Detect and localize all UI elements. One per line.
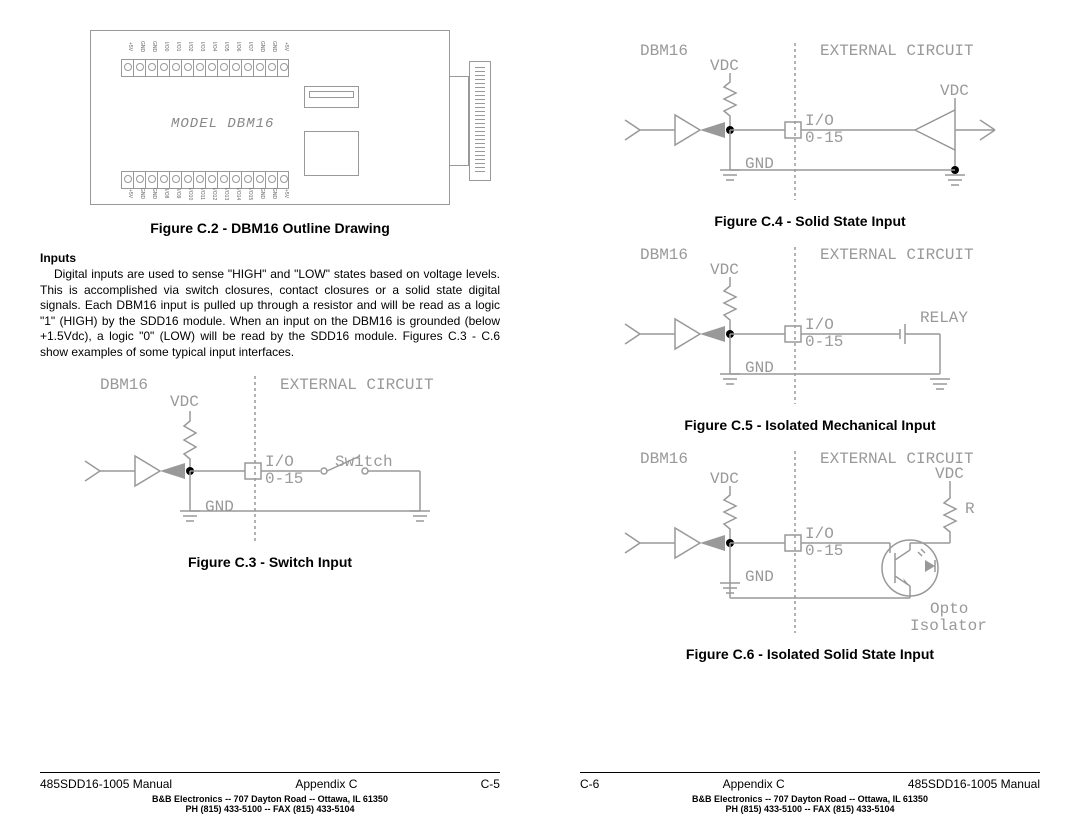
model-label: MODEL DBM16 bbox=[171, 116, 274, 132]
svg-text:VDC: VDC bbox=[170, 393, 199, 411]
svg-text:VDC: VDC bbox=[710, 261, 739, 279]
footer-pagenum: C-6 bbox=[580, 777, 599, 791]
figure-c5-schematic: DBM16 EXTERNAL CIRCUIT VDC I/O 0-15 GND … bbox=[600, 244, 1020, 409]
figure-c2-caption: Figure C.2 - DBM16 Outline Drawing bbox=[40, 220, 500, 236]
footer-phone: PH (815) 433-5100 -- FAX (815) 433-5104 bbox=[580, 804, 1040, 814]
db-connector bbox=[449, 61, 494, 181]
svg-text:Opto: Opto bbox=[930, 600, 968, 618]
svg-text:0-15: 0-15 bbox=[805, 129, 843, 147]
footer-right: C-6 Appendix C 485SDD16-1005 Manual B&B … bbox=[580, 772, 1040, 814]
footer-manual: 485SDD16-1005 Manual bbox=[40, 777, 172, 791]
svg-text:EXTERNAL CIRCUIT: EXTERNAL CIRCUIT bbox=[820, 246, 974, 264]
svg-text:DBM16: DBM16 bbox=[640, 42, 688, 60]
dbm16-outline-drawing: +5VGNDGNDI/O0I/O1I/O2I/O3I/O4I/O5I/O6I/O… bbox=[90, 30, 450, 205]
dip-switch bbox=[304, 86, 359, 108]
svg-text:VDC: VDC bbox=[710, 57, 739, 75]
svg-text:R: R bbox=[965, 500, 975, 518]
svg-text:DBM16: DBM16 bbox=[640, 246, 688, 264]
svg-text:EXTERNAL CIRCUIT: EXTERNAL CIRCUIT bbox=[280, 376, 434, 394]
svg-text:0-15: 0-15 bbox=[265, 470, 303, 488]
svg-text:Isolator: Isolator bbox=[910, 617, 987, 635]
svg-text:0-15: 0-15 bbox=[805, 542, 843, 560]
svg-text:0-15: 0-15 bbox=[805, 333, 843, 351]
footer-company: B&B Electronics -- 707 Dayton Road -- Ot… bbox=[40, 794, 500, 804]
figure-c3-caption: Figure C.3 - Switch Input bbox=[40, 554, 500, 570]
inputs-heading: Inputs bbox=[40, 251, 500, 265]
svg-text:VDC: VDC bbox=[710, 470, 739, 488]
inputs-body-text: Digital inputs are used to sense "HIGH" … bbox=[40, 267, 500, 361]
svg-text:VDC: VDC bbox=[940, 82, 969, 100]
svg-text:DBM16: DBM16 bbox=[640, 450, 688, 468]
figure-c6-caption: Figure C.6 - Isolated Solid State Input bbox=[580, 646, 1040, 662]
svg-text:DBM16: DBM16 bbox=[100, 376, 148, 394]
footer-company: B&B Electronics -- 707 Dayton Road -- Ot… bbox=[580, 794, 1040, 804]
figure-c4-schematic: DBM16 EXTERNAL CIRCUIT VDC I/O 0-15 GND … bbox=[600, 40, 1020, 205]
figure-c6-schematic: DBM16 EXTERNAL CIRCUIT VDC I/O 0-15 GND … bbox=[600, 448, 1020, 638]
svg-text:GND: GND bbox=[745, 568, 774, 586]
svg-text:GND: GND bbox=[205, 498, 234, 516]
page-c5: +5VGNDGNDI/O0I/O1I/O2I/O3I/O4I/O5I/O6I/O… bbox=[0, 0, 540, 834]
svg-text:VDC: VDC bbox=[935, 465, 964, 483]
footer-manual: 485SDD16-1005 Manual bbox=[908, 777, 1040, 791]
footer-phone: PH (815) 433-5100 -- FAX (815) 433-5104 bbox=[40, 804, 500, 814]
footer-left: 485SDD16-1005 Manual Appendix C C-5 B&B … bbox=[40, 772, 500, 814]
svg-text:I/O: I/O bbox=[265, 453, 294, 471]
footer-appendix: Appendix C bbox=[723, 777, 785, 791]
figure-c5-caption: Figure C.5 - Isolated Mechanical Input bbox=[580, 417, 1040, 433]
footer-appendix: Appendix C bbox=[295, 777, 357, 791]
svg-text:EXTERNAL CIRCUIT: EXTERNAL CIRCUIT bbox=[820, 42, 974, 60]
svg-text:I/O: I/O bbox=[805, 112, 834, 130]
svg-text:RELAY: RELAY bbox=[920, 309, 968, 327]
component-box bbox=[304, 131, 359, 176]
footer-pagenum: C-5 bbox=[481, 777, 500, 791]
svg-text:I/O: I/O bbox=[805, 316, 834, 334]
svg-text:I/O: I/O bbox=[805, 525, 834, 543]
page-c6: DBM16 EXTERNAL CIRCUIT VDC I/O 0-15 GND … bbox=[540, 0, 1080, 834]
figure-c4-caption: Figure C.4 - Solid State Input bbox=[580, 213, 1040, 229]
figure-c3-schematic: DBM16 EXTERNAL CIRCUIT VDC I/O 0-15 bbox=[60, 371, 480, 546]
